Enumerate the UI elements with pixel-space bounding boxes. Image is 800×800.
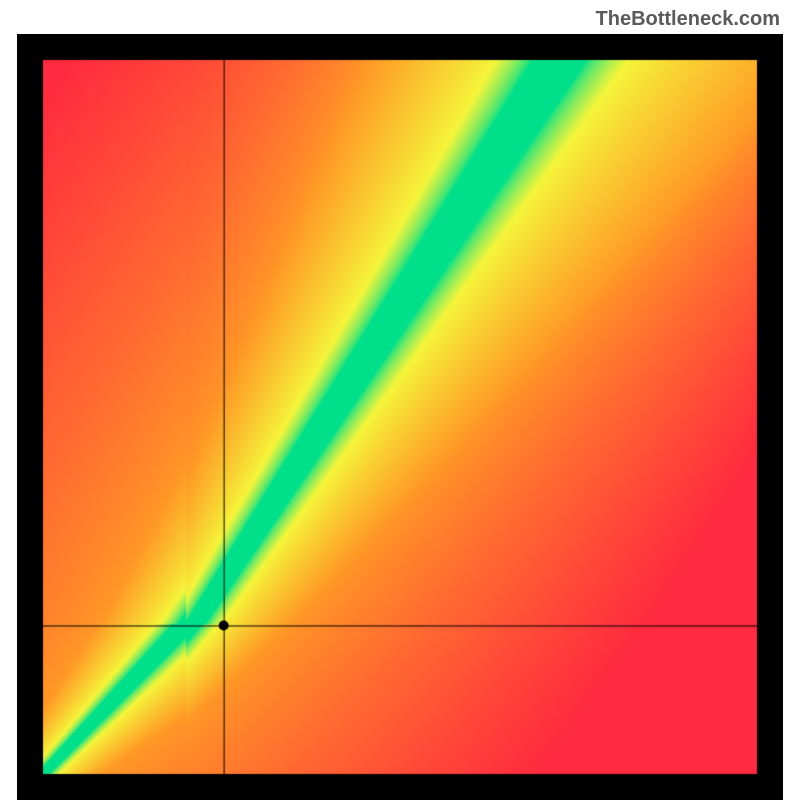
bottleneck-heatmap: [17, 34, 783, 800]
heatmap-canvas: [17, 34, 783, 800]
watermark-text: TheBottleneck.com: [596, 8, 780, 31]
